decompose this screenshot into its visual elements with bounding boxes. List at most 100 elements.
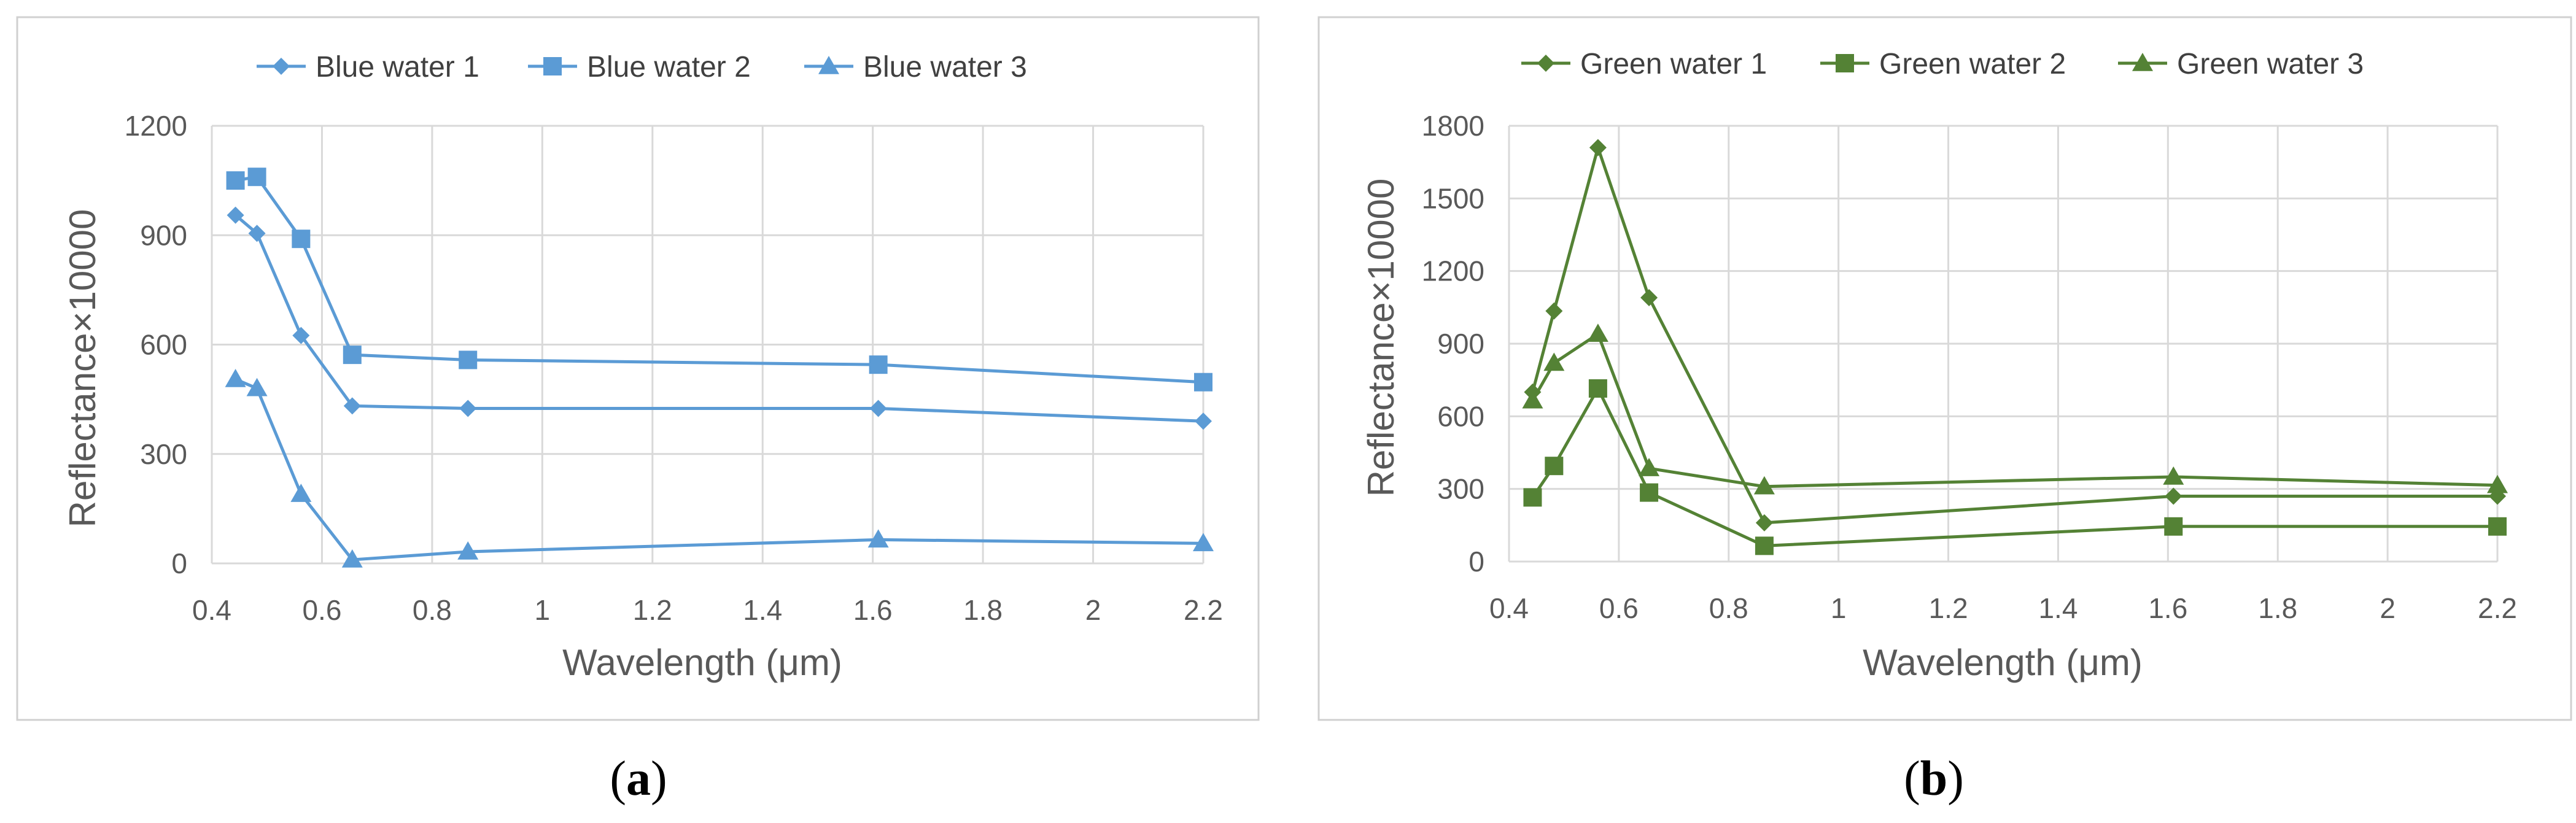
chart-frame <box>1317 16 2572 721</box>
y-tick-label: 600 <box>140 329 187 361</box>
data-point <box>1589 139 1607 156</box>
y-axis-title: Reflectance×10000 <box>62 209 103 528</box>
data-point <box>290 484 312 502</box>
grid <box>211 125 1205 565</box>
panel-label-b: (b) <box>1904 752 1964 806</box>
x-tick-label: 0.4 <box>192 594 231 626</box>
legend-swatch-marker <box>543 57 562 75</box>
data-point <box>1755 514 1773 531</box>
series-2 <box>1523 379 2507 555</box>
y-tick-label: 300 <box>1437 473 1484 505</box>
legend-swatch-marker <box>818 56 839 74</box>
x-tick-label: 1.8 <box>2258 592 2297 624</box>
series-3 <box>1522 323 2508 495</box>
data-point <box>292 326 310 344</box>
x-tick-label: 1.2 <box>1929 592 1968 624</box>
legend-swatch-marker <box>1537 55 1554 72</box>
data-point <box>2488 517 2507 536</box>
legend-entry: Blue water 2 <box>528 51 751 83</box>
data-point <box>867 529 889 548</box>
x-tick-label: 0.8 <box>413 594 452 626</box>
legend-swatch-marker <box>2132 53 2153 71</box>
series-layer <box>1522 139 2508 555</box>
legend-entry: Green water 1 <box>1521 48 1767 80</box>
legend-swatch-marker <box>1836 54 1854 72</box>
data-point <box>227 206 244 224</box>
x-tick-label: 1 <box>1831 592 1847 624</box>
data-point <box>869 355 888 374</box>
data-point <box>248 225 266 242</box>
data-point <box>869 400 887 417</box>
legend-swatch-marker <box>273 58 290 75</box>
x-tick-label: 1 <box>535 594 551 626</box>
data-point <box>343 397 361 415</box>
series-2 <box>226 168 1212 392</box>
data-point <box>247 168 266 187</box>
legend-label: Blue water 1 <box>316 51 479 83</box>
data-point <box>343 346 362 365</box>
legend-entry: Green water 3 <box>2118 48 2364 80</box>
data-point <box>1640 289 1658 307</box>
legend-label: Blue water 3 <box>863 51 1027 83</box>
data-point <box>226 171 245 190</box>
y-tick-label: 900 <box>1437 328 1484 360</box>
data-point <box>2487 474 2508 493</box>
series-3 <box>225 368 1214 568</box>
data-point <box>292 230 311 249</box>
x-axis-title: Wavelength (μm) <box>562 642 842 683</box>
data-point <box>1545 302 1563 320</box>
data-point <box>1588 379 1607 398</box>
legend-entry: Blue water 1 <box>257 51 479 83</box>
data-point <box>1543 352 1565 371</box>
panel-label-a: (a) <box>610 752 667 806</box>
y-axis-title: Reflectance×10000 <box>1360 179 1402 497</box>
legend-label: Green water 1 <box>1580 48 1767 80</box>
chart-panel-a: 0.4 0.6 0.8 1 1.2 1.4 1.6 1.8 2 2.2 0 300 600 900 1200… <box>16 16 1260 721</box>
data-point <box>1194 373 1212 392</box>
data-point <box>1587 323 1608 342</box>
y-tick-label: 1200 <box>1422 255 1484 287</box>
legend: Blue water 1 Blue water 2 Blue water 3 <box>257 51 1027 83</box>
data-point <box>1523 488 1542 507</box>
y-tick-label: 1800 <box>1422 110 1484 142</box>
data-point <box>1640 483 1659 502</box>
legend-entry: Green water 2 <box>1820 48 2066 80</box>
legend-label: Green water 3 <box>2177 48 2364 80</box>
x-tick-label: 1.2 <box>633 594 672 626</box>
x-tick-label: 0.6 <box>302 594 341 626</box>
x-tick-label: 0.4 <box>1489 592 1529 624</box>
chart-panel-b: 0.4 0.6 0.8 1 1.2 1.4 1.6 1.8 2 2.2 0 300 600 900 1200… <box>1317 16 2572 721</box>
y-tick-label: 1500 <box>1422 182 1484 214</box>
x-tick-label: 2.2 <box>1184 594 1223 626</box>
y-tick-label: 0 <box>1468 546 1484 578</box>
legend-entry: Blue water 3 <box>804 51 1027 83</box>
series-layer <box>225 168 1214 568</box>
data-point <box>1522 390 1543 409</box>
x-tick-label: 1.8 <box>963 594 1003 626</box>
data-point <box>459 400 477 417</box>
x-tick-label: 1.4 <box>743 594 782 626</box>
x-tick-label: 2 <box>1085 594 1101 626</box>
y-tick-label: 300 <box>140 438 187 470</box>
data-point <box>2164 517 2183 536</box>
data-point <box>225 368 246 387</box>
x-tick-label: 1.4 <box>2038 592 2077 624</box>
data-point <box>341 549 363 568</box>
data-point <box>1545 457 1564 476</box>
x-tick-label: 1.6 <box>2148 592 2187 624</box>
panel-label-b-letter: b <box>1920 752 1948 806</box>
data-point <box>2165 487 2182 505</box>
tick-labels: 0.4 0.6 0.8 1 1.2 1.4 1.6 1.8 2 2.2 0 300 600 900 1200 <box>125 110 1223 626</box>
data-point <box>246 377 268 396</box>
x-axis-title: Wavelength (μm) <box>1863 642 2143 683</box>
data-point <box>2163 466 2184 485</box>
panel-label-a-letter: a <box>626 752 651 806</box>
x-tick-label: 2.2 <box>2478 592 2517 624</box>
legend-label: Green water 2 <box>1879 48 2066 80</box>
series-1 <box>227 206 1212 430</box>
data-point <box>459 350 478 369</box>
y-tick-label: 900 <box>140 219 187 251</box>
legend: Green water 1 Green water 2 Green water 3 <box>1521 48 2364 80</box>
y-tick-label: 0 <box>171 547 187 579</box>
